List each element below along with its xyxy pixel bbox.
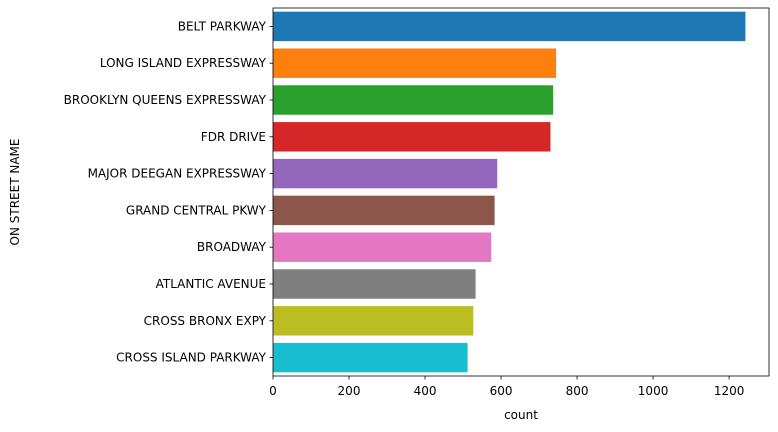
- bar: [273, 85, 554, 115]
- y-tick-label: LONG ISLAND EXPRESSWAY: [100, 56, 267, 70]
- bar: [273, 306, 474, 336]
- bar: [273, 48, 557, 78]
- y-tick-labels: BELT PARKWAY LONG ISLAND EXPRESSWAY BROOKL…: [64, 19, 273, 365]
- x-tick-label: 600: [490, 384, 513, 398]
- x-tick-label: 200: [338, 384, 361, 398]
- x-tick-label: 800: [566, 384, 589, 398]
- bar: [273, 232, 492, 262]
- bars-group: [273, 11, 746, 373]
- x-axis-label: count: [504, 408, 538, 422]
- y-tick-label: BROOKLYN QUEENS EXPRESSWAY: [64, 93, 267, 107]
- y-tick-label: BELT PARKWAY: [178, 19, 267, 33]
- x-tick-label: 1000: [638, 384, 669, 398]
- x-tick-label: 1200: [714, 384, 745, 398]
- bar: [273, 122, 551, 152]
- y-tick-label: FDR DRIVE: [201, 130, 266, 144]
- y-tick-label: BROADWAY: [197, 240, 267, 254]
- y-tick-label: CROSS BRONX EXPY: [144, 314, 267, 328]
- y-axis-label: ON STREET NAME: [8, 139, 22, 246]
- x-ticks: 0 200 400 600 800 1000 1200: [269, 376, 744, 398]
- bar: [273, 195, 495, 226]
- bar: [273, 158, 498, 189]
- x-tick-label: 0: [269, 384, 277, 398]
- y-tick-label: MAJOR DEEGAN EXPRESSWAY: [88, 167, 267, 181]
- y-tick-label: ATLANTIC AVENUE: [156, 277, 266, 291]
- y-tick-label: CROSS ISLAND PARKWAY: [116, 351, 267, 365]
- bar: [273, 342, 468, 373]
- x-tick-label: 400: [414, 384, 437, 398]
- axes-frame: [272, 7, 770, 377]
- bar: [273, 11, 746, 42]
- y-tick-label: GRAND CENTRAL PKWY: [126, 203, 267, 217]
- bar: [273, 269, 476, 299]
